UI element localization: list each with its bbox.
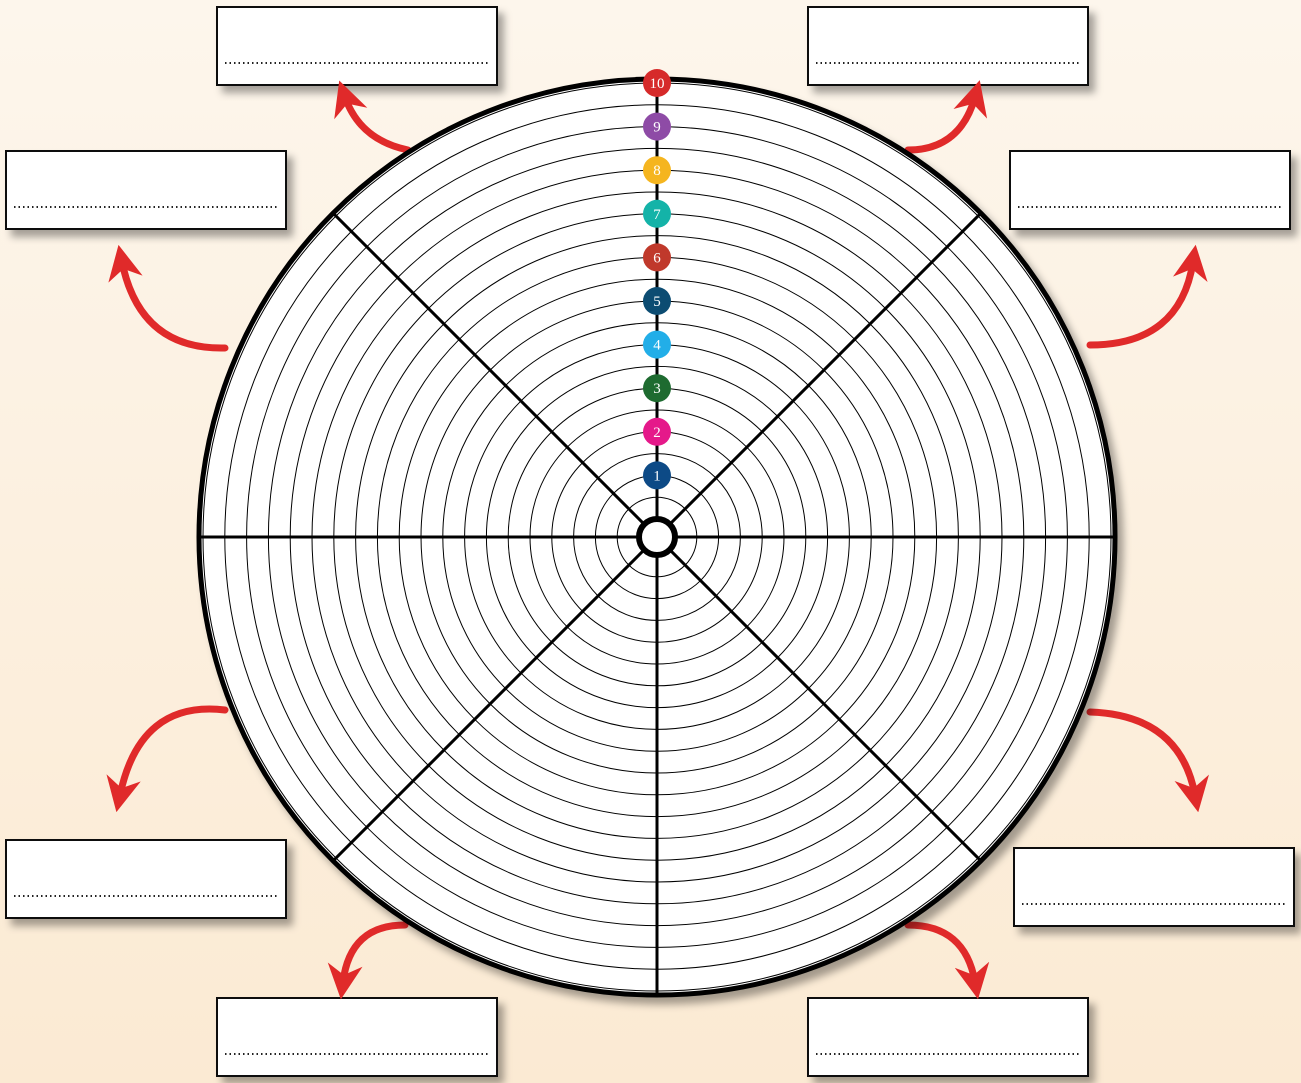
box [216, 6, 498, 86]
scale-dot [643, 243, 671, 272]
label-box [216, 997, 498, 1077]
scale-label: 9 [653, 120, 661, 136]
label-box [5, 839, 287, 919]
box [5, 150, 287, 230]
arrow [1086, 244, 1208, 349]
label-box [1013, 847, 1295, 927]
scale-dot [643, 112, 671, 141]
arrow [334, 80, 412, 154]
scale-label: 1 [653, 468, 661, 484]
scale-dot [643, 330, 671, 359]
box [1009, 150, 1291, 230]
spoke [668, 548, 982, 862]
scale-label: 3 [653, 381, 661, 397]
box [216, 997, 498, 1077]
scale-label: 6 [653, 250, 661, 266]
hub [636, 516, 678, 558]
box [807, 6, 1089, 86]
label-box [216, 6, 498, 86]
scale-label: 10 [650, 76, 665, 92]
scale-label: 2 [653, 425, 661, 441]
box [807, 997, 1089, 1077]
scale-dot [643, 374, 671, 403]
scale-dot [643, 199, 671, 228]
spoke [332, 548, 646, 862]
arrow [108, 244, 229, 352]
scale-dot [643, 69, 671, 97]
boxes [5, 6, 1295, 1077]
arrows [106, 80, 1209, 1000]
arrow [1086, 708, 1209, 813]
scale-dot [643, 287, 671, 315]
scale-dot [643, 417, 671, 446]
label-box [807, 997, 1089, 1077]
scale-label: 7 [653, 207, 661, 223]
label-box [5, 150, 287, 230]
arrow [904, 921, 990, 1000]
box [5, 839, 287, 919]
arrow [106, 705, 229, 813]
label-box [807, 6, 1089, 86]
scale-dot [643, 156, 671, 185]
spoke [332, 212, 646, 526]
scale-label: 8 [653, 163, 661, 179]
scale-label: 5 [653, 294, 661, 310]
disc: 1 2 3 4 5 6 7 8 9 10 [196, 69, 1118, 998]
scale-label: 4 [653, 338, 661, 354]
spoke [668, 212, 982, 526]
box [1013, 847, 1295, 927]
label-box [1009, 150, 1291, 230]
scale-dot [643, 461, 671, 490]
arrow [327, 921, 409, 1000]
arrow [904, 80, 988, 154]
